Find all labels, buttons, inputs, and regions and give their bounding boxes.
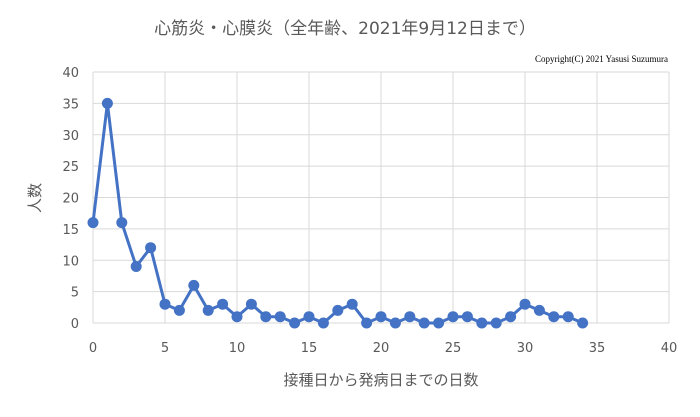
- x-tick-label: 30: [517, 341, 534, 356]
- data-point: [130, 261, 142, 272]
- x-tick-label: 5: [161, 341, 169, 356]
- y-tick-label: 0: [71, 317, 79, 332]
- data-point: [274, 311, 286, 323]
- y-tick-label: 35: [62, 97, 79, 112]
- data-point: [433, 317, 445, 329]
- chart-title: 心筋炎・心膜炎（全年齢、2021年9月12日まで）: [154, 19, 536, 39]
- data-point: [87, 217, 99, 229]
- data-point: [332, 304, 344, 316]
- data-point: [245, 298, 257, 310]
- series-group: [87, 97, 589, 329]
- data-point: [577, 317, 589, 329]
- data-point: [159, 298, 171, 310]
- data-point: [260, 311, 272, 323]
- data-point: [476, 317, 488, 329]
- y-tick-label: 30: [62, 129, 79, 144]
- y-tick-label: 40: [62, 66, 79, 81]
- x-tick-label: 35: [589, 341, 606, 356]
- x-tick-label: 20: [373, 341, 390, 356]
- data-point: [116, 217, 128, 229]
- x-axis-label: 接種日から発病日までの日数: [283, 371, 478, 389]
- series-line: [91, 101, 585, 325]
- x-tick-label: 15: [301, 341, 318, 356]
- gridlines: [92, 71, 670, 324]
- data-point: [188, 279, 200, 291]
- data-point: [346, 298, 358, 310]
- y-axis-ticks: 0 5 10 15 20 25 30 35 40: [62, 66, 79, 332]
- data-point: [145, 242, 157, 254]
- y-tick-label: 20: [62, 192, 79, 207]
- copyright-note: Copyright(C) 2021 Yasusi Suzumura: [535, 54, 668, 64]
- x-axis-ticks: 0 5 10 15 20 25 30 35 40: [89, 341, 677, 356]
- data-point: [101, 97, 113, 109]
- data-point: [231, 311, 243, 323]
- data-point: [461, 311, 473, 323]
- y-tick-label: 15: [62, 223, 79, 238]
- y-tick-label: 5: [71, 286, 79, 301]
- data-point: [375, 311, 387, 323]
- data-point: [505, 311, 517, 323]
- data-point: [389, 317, 401, 329]
- data-point: [361, 317, 373, 329]
- data-point: [217, 298, 229, 310]
- x-tick-label: 25: [445, 341, 462, 356]
- data-point: [202, 304, 214, 316]
- data-point: [548, 311, 560, 323]
- data-point: [418, 317, 430, 329]
- data-point: [404, 311, 416, 323]
- data-point: [490, 317, 502, 329]
- data-point: [317, 317, 329, 329]
- x-tick-label: 10: [229, 341, 246, 356]
- data-point: [447, 311, 459, 323]
- data-point: [519, 298, 531, 310]
- x-tick-label: 40: [661, 341, 678, 356]
- data-point: [289, 317, 301, 329]
- y-axis-label: 人数: [26, 183, 44, 213]
- data-point: [303, 311, 315, 323]
- y-tick-label: 25: [62, 160, 79, 175]
- y-tick-label: 10: [62, 254, 79, 269]
- data-point: [173, 304, 185, 316]
- x-tick-label: 0: [89, 341, 97, 356]
- data-point: [562, 311, 574, 323]
- data-point: [533, 304, 545, 316]
